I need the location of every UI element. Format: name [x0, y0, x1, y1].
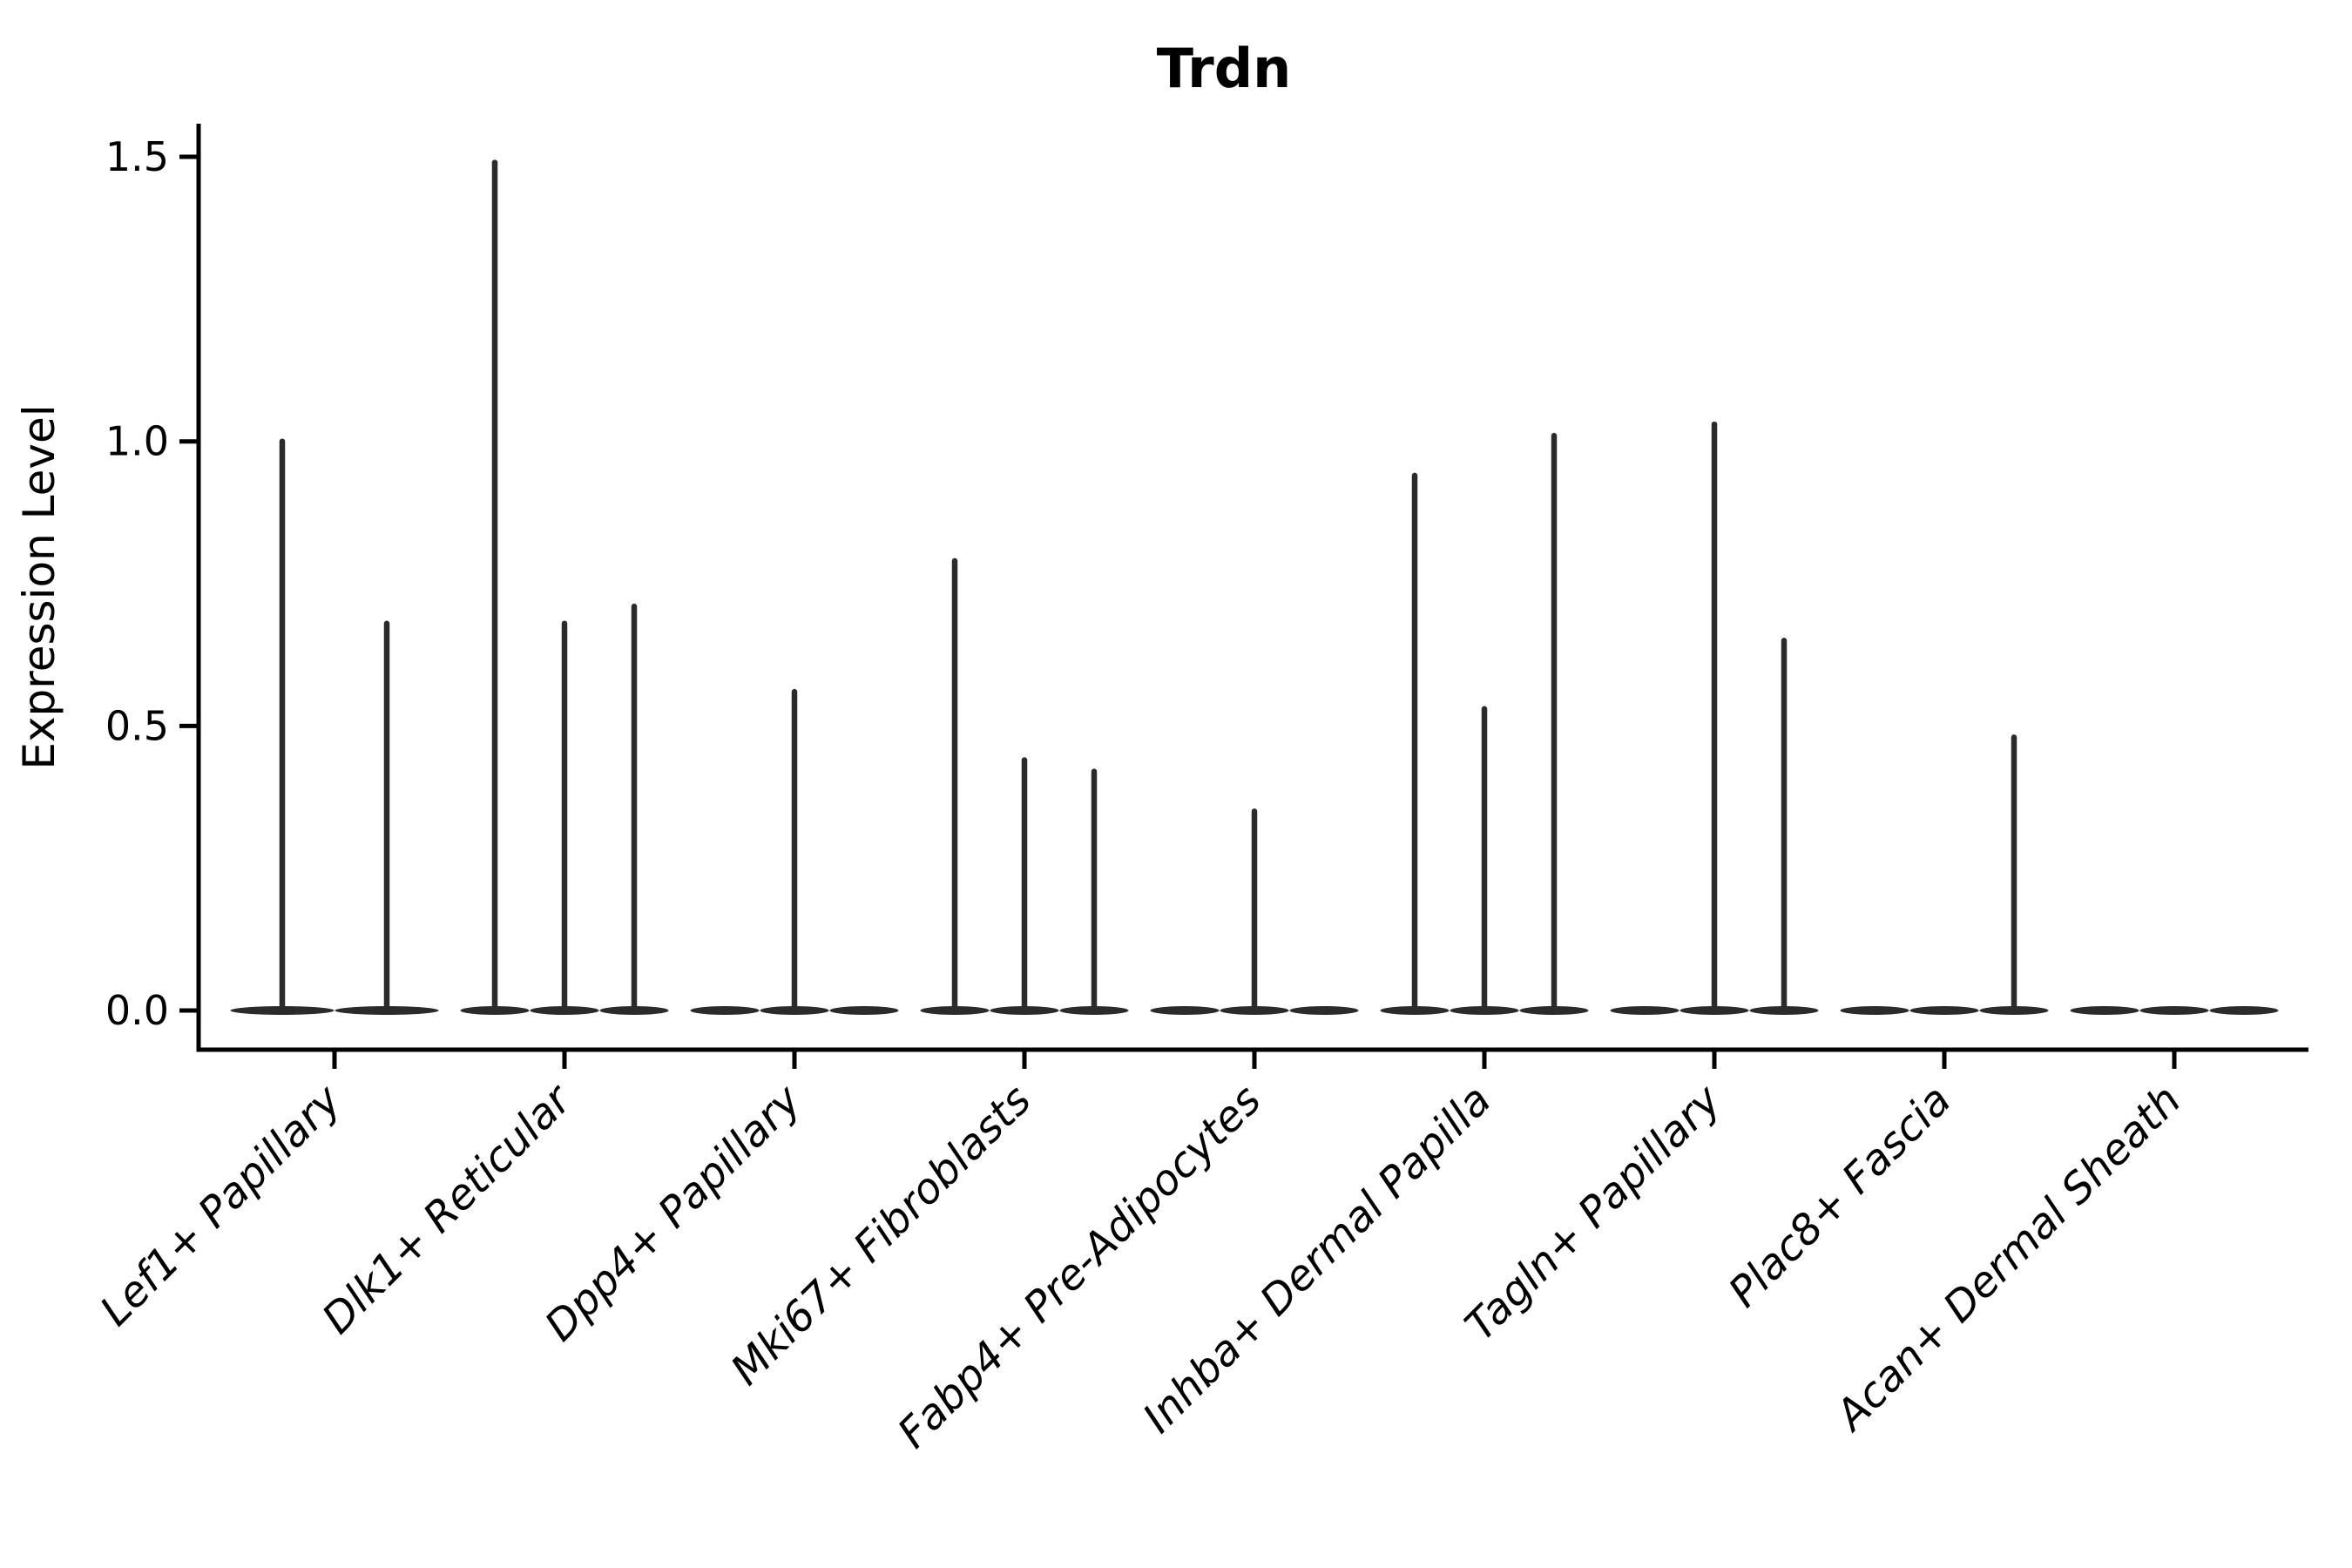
x-tick-label: Fabp4+ Pre-Adipocytes: [889, 1076, 1271, 1458]
violin-lens: [1519, 1006, 1589, 1015]
x-tick-label: Plac8+ Fascia: [1720, 1076, 1961, 1317]
violin-lens: [690, 1006, 760, 1015]
violin-group: [230, 438, 439, 1015]
violin-lens: [530, 1006, 599, 1015]
violin-lens: [230, 1006, 335, 1015]
violin-lens: [829, 1006, 899, 1015]
violin-group: [920, 558, 1129, 1015]
violin-lens: [2139, 1006, 2209, 1015]
violin-lens: [990, 1006, 1059, 1015]
violin-group: [1150, 808, 1359, 1015]
violin-lens: [1450, 1006, 1519, 1015]
y-axis-ticks: 0.0 0.5 1.0 1.5: [105, 133, 199, 1034]
y-tick-label: 1.0: [105, 418, 169, 465]
violin-lens: [335, 1006, 439, 1015]
violin-lens: [2209, 1006, 2279, 1015]
violin-lens: [1059, 1006, 1129, 1015]
violin-lens: [1680, 1006, 1749, 1015]
violin-lens: [599, 1006, 669, 1015]
violin-lens: [1150, 1006, 1220, 1015]
violin-lens: [1840, 1006, 1909, 1015]
y-tick-label: 0.0: [105, 987, 169, 1034]
y-tick-label: 0.5: [105, 702, 169, 749]
x-tick-label: Lef1+ Papillary: [91, 1075, 351, 1335]
violin-group: [2070, 1006, 2279, 1015]
violin-lens: [2070, 1006, 2139, 1015]
violin-lens: [760, 1006, 829, 1015]
violin-group: [1840, 734, 2049, 1015]
violin-group: [460, 159, 669, 1015]
y-tick-label: 1.5: [105, 133, 169, 180]
violin-group: [1380, 432, 1589, 1015]
chart-title: Trdn: [1157, 37, 1292, 100]
y-axis-label: Expression Level: [14, 404, 64, 769]
violin-lens: [1610, 1006, 1680, 1015]
violin-lens: [1220, 1006, 1289, 1015]
violin-group: [690, 688, 899, 1015]
violin-lens: [1979, 1006, 2049, 1015]
x-tick-label: Dlk1+ Reticular: [313, 1074, 583, 1344]
x-tick-label: Tagln+ Papillary: [1456, 1075, 1731, 1350]
violin-lens: [1749, 1006, 1819, 1015]
axis-spines: [196, 124, 2308, 1052]
violin-lens: [460, 1006, 530, 1015]
violin-group: [1610, 421, 1819, 1015]
violin-lens: [1380, 1006, 1450, 1015]
violins: [230, 159, 2279, 1015]
violin-lens: [1289, 1006, 1359, 1015]
violin-lens: [920, 1006, 990, 1015]
violin-lens: [1909, 1006, 1979, 1015]
x-tick-label: Dpp4+ Papillary: [536, 1075, 811, 1350]
